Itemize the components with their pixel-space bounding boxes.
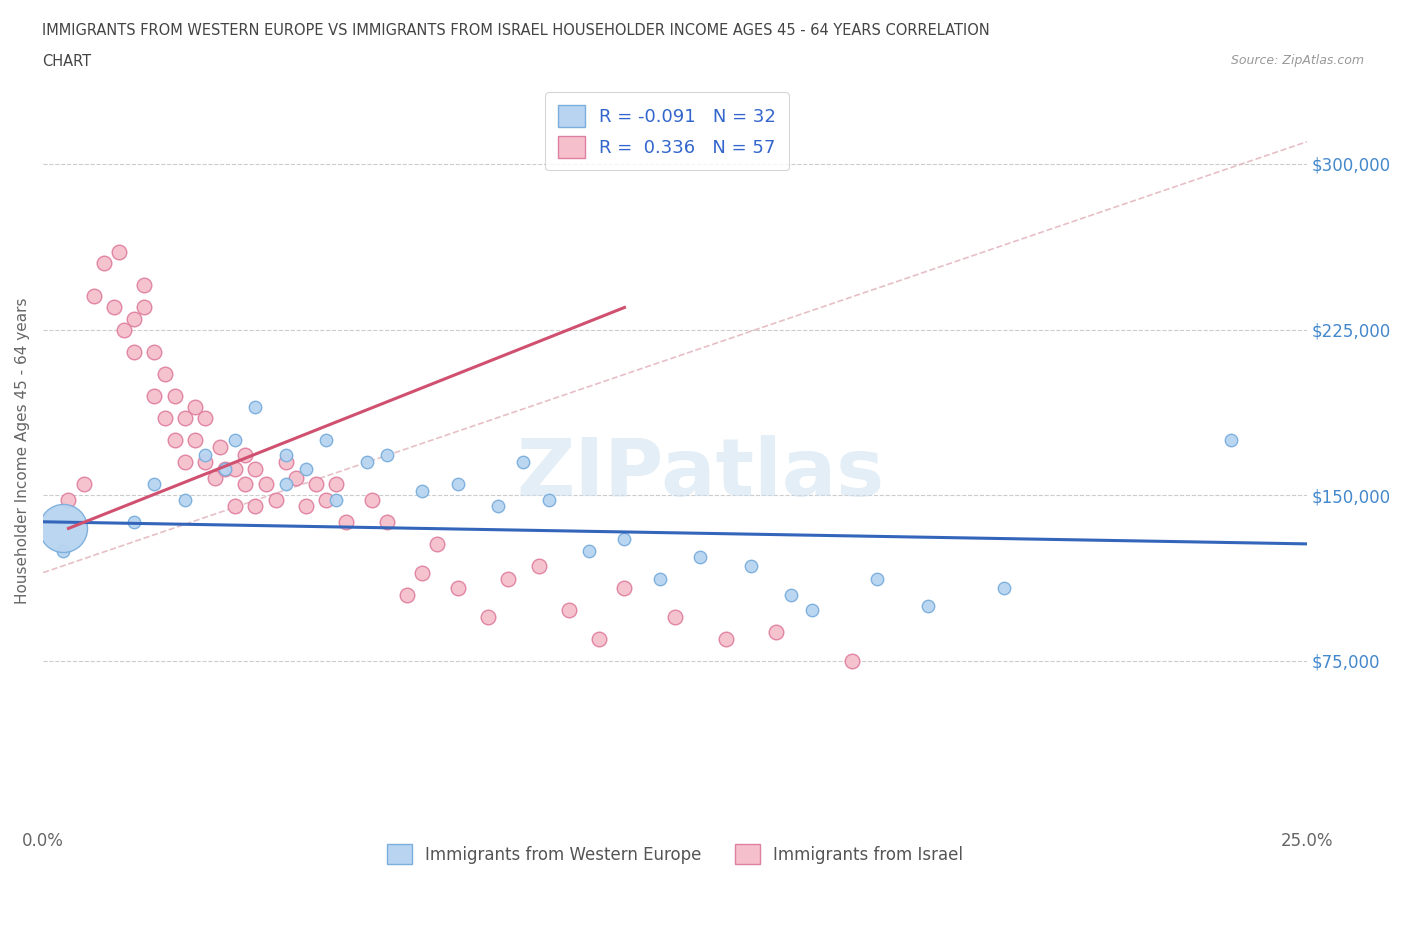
Point [122, 514, 145, 529]
Point [194, 410, 217, 425]
Point [325, 477, 347, 492]
Point [917, 598, 939, 613]
Point [613, 532, 636, 547]
Point [477, 609, 499, 624]
Point [184, 432, 207, 447]
Point [245, 498, 267, 513]
Point [103, 300, 125, 315]
Point [143, 477, 166, 492]
Point [411, 484, 433, 498]
Point [235, 448, 257, 463]
Point [284, 471, 307, 485]
Point [315, 432, 337, 447]
Point [245, 461, 267, 476]
Point [204, 471, 226, 485]
Point [295, 461, 318, 476]
Point [58, 492, 80, 507]
Point [411, 565, 433, 580]
Point [315, 492, 337, 507]
Point [714, 631, 737, 646]
Point [578, 543, 600, 558]
Point [486, 498, 509, 513]
Point [224, 432, 246, 447]
Point [163, 389, 186, 404]
Point [134, 278, 156, 293]
Point [780, 587, 803, 602]
Point [447, 477, 470, 492]
Point [274, 448, 297, 463]
Point [112, 322, 135, 337]
Point [184, 400, 207, 415]
Point [52, 543, 75, 558]
Point [558, 603, 581, 618]
Point [295, 498, 318, 513]
Point [447, 580, 470, 595]
Point [224, 461, 246, 476]
Point [173, 455, 195, 470]
Point [122, 344, 145, 359]
Point [375, 514, 398, 529]
Point [264, 492, 287, 507]
Point [224, 498, 246, 513]
Point [214, 461, 236, 476]
Point [93, 256, 115, 271]
Point [305, 477, 328, 492]
Legend: Immigrants from Western Europe, Immigrants from Israel: Immigrants from Western Europe, Immigran… [380, 837, 970, 871]
Point [194, 455, 217, 470]
Point [866, 572, 889, 587]
Point [613, 580, 636, 595]
Point [841, 654, 863, 669]
Point [143, 389, 166, 404]
Point [194, 448, 217, 463]
Point [122, 311, 145, 325]
Point [325, 492, 347, 507]
Point [375, 448, 398, 463]
Point [648, 572, 671, 587]
Point [254, 477, 277, 492]
Point [274, 455, 297, 470]
Point [537, 492, 560, 507]
Point [1220, 432, 1243, 447]
Point [153, 366, 176, 381]
Point [664, 609, 686, 624]
Point [740, 559, 762, 574]
Point [527, 559, 550, 574]
Point [134, 300, 156, 315]
Point [993, 580, 1015, 595]
Text: CHART: CHART [42, 54, 91, 69]
Point [765, 625, 787, 640]
Point [588, 631, 610, 646]
Point [173, 492, 195, 507]
Point [83, 289, 105, 304]
Point [396, 587, 419, 602]
Point [496, 572, 519, 587]
Point [72, 477, 94, 492]
Point [274, 477, 297, 492]
Point [153, 410, 176, 425]
Text: ZIPatlas: ZIPatlas [516, 434, 884, 512]
Point [512, 455, 534, 470]
Point [426, 537, 449, 551]
Y-axis label: Householder Income Ages 45 - 64 years: Householder Income Ages 45 - 64 years [15, 298, 30, 604]
Point [163, 432, 186, 447]
Point [143, 344, 166, 359]
Point [173, 410, 195, 425]
Point [245, 400, 267, 415]
Point [335, 514, 357, 529]
Point [689, 550, 711, 565]
Point [235, 477, 257, 492]
Point [800, 603, 823, 618]
Point [52, 521, 75, 536]
Point [360, 492, 382, 507]
Point [356, 455, 378, 470]
Point [209, 439, 232, 454]
Point [108, 245, 131, 259]
Point [214, 461, 236, 476]
Text: Source: ZipAtlas.com: Source: ZipAtlas.com [1230, 54, 1364, 67]
Text: IMMIGRANTS FROM WESTERN EUROPE VS IMMIGRANTS FROM ISRAEL HOUSEHOLDER INCOME AGES: IMMIGRANTS FROM WESTERN EUROPE VS IMMIGR… [42, 23, 990, 38]
